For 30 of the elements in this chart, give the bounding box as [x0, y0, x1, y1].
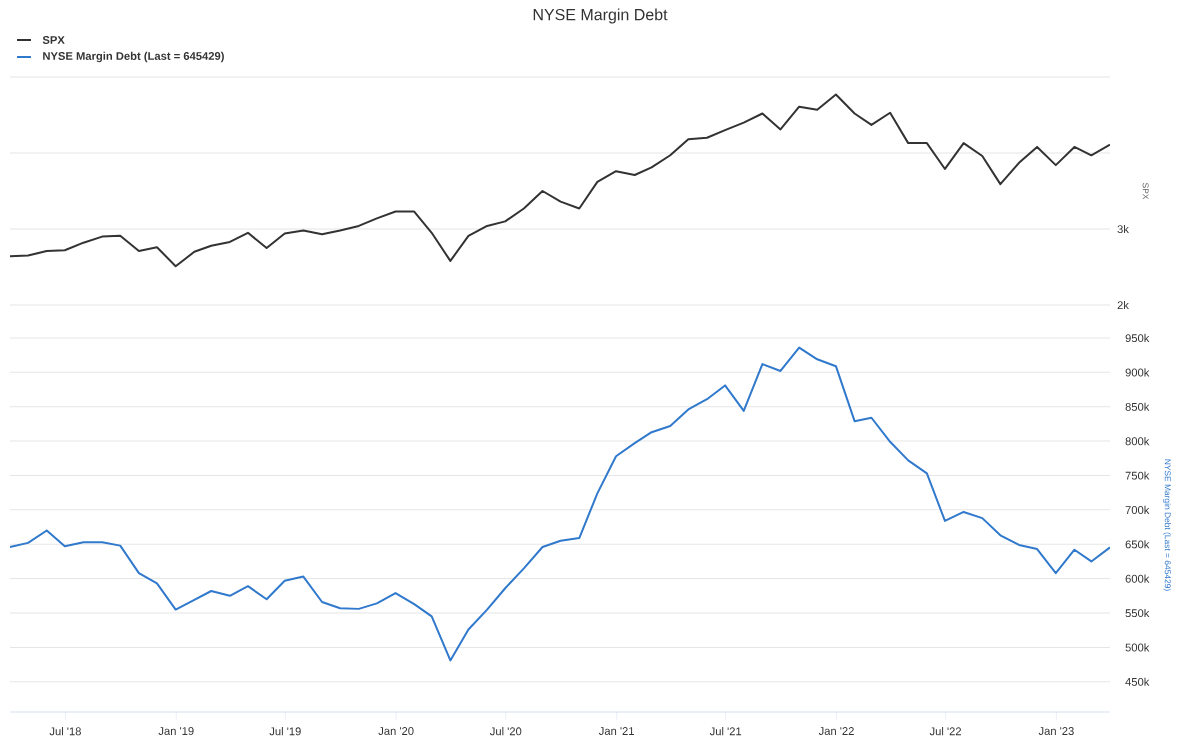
y-axis-title: SPX — [1142, 182, 1149, 200]
line-series — [10, 93, 1110, 268]
x-tick-label: Jan '19 — [158, 727, 194, 735]
x-tick-label: Jan '22 — [818, 727, 854, 735]
y-tick-label: 2k — [1117, 300, 1129, 310]
y-tick-label: 800k — [1125, 437, 1150, 446]
x-tick-label: Jan '23 — [1038, 727, 1074, 735]
y-tick-label: 450k — [1125, 677, 1150, 686]
chart-title: NYSE Margin Debt — [533, 8, 668, 24]
legend-label: SPX — [42, 36, 65, 44]
y-tick-label: 550k — [1125, 608, 1150, 618]
x-tick-label: Jul '18 — [49, 727, 81, 736]
y-tick-label: 600k — [1125, 574, 1150, 583]
y-tick-label: 850k — [1125, 402, 1150, 411]
x-tick-label: Jan '20 — [378, 727, 414, 735]
legend-label: NYSE Margin Debt (Last = 645429) — [43, 51, 224, 63]
y-tick-label: 750k — [1125, 471, 1150, 480]
x-tick-label: Jul '21 — [709, 727, 742, 736]
x-tick-label: Jul '19 — [269, 727, 301, 736]
y-tick-label: 3k — [1117, 224, 1129, 234]
x-tick-label: Jan '21 — [598, 727, 634, 735]
y-tick-label: 500k — [1125, 643, 1150, 652]
line-series — [10, 346, 1110, 662]
y-tick-label: 950k — [1125, 333, 1150, 343]
y-axis-title: NYSE Margin Debt (Last = 645429) — [1163, 459, 1171, 591]
y-tick-label: 700k — [1125, 505, 1150, 514]
y-tick-label: 900k — [1125, 368, 1150, 377]
x-tick-label: Jul '20 — [489, 727, 522, 736]
x-tick-label: Jul '22 — [929, 727, 961, 736]
y-tick-label: 650k — [1125, 540, 1150, 549]
